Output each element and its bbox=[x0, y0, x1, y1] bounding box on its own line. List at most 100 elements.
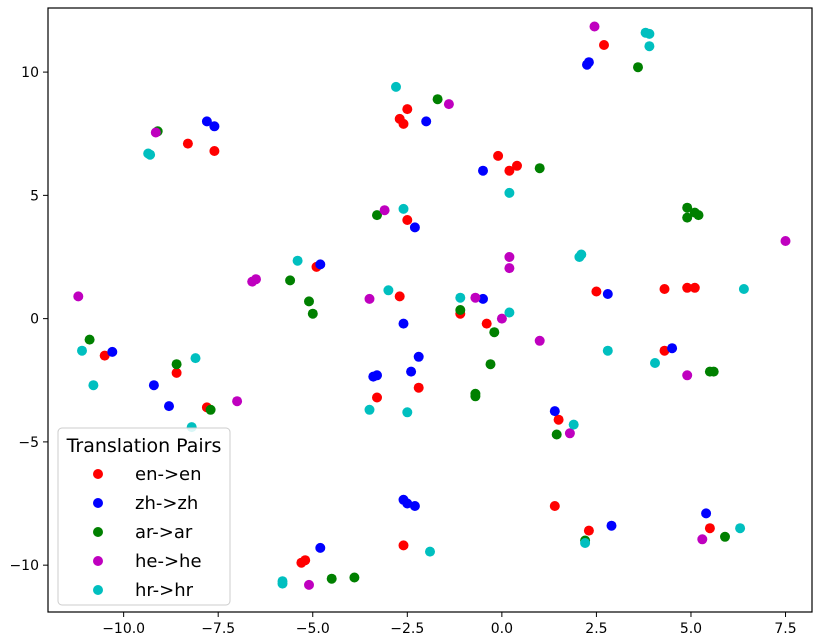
data-point bbox=[315, 259, 326, 270]
data-point bbox=[708, 366, 719, 377]
x-tick-label: −7.5 bbox=[201, 621, 235, 637]
data-point bbox=[413, 382, 424, 393]
data-point bbox=[549, 406, 560, 417]
data-point bbox=[73, 291, 84, 302]
data-point bbox=[606, 520, 617, 531]
data-point bbox=[99, 350, 110, 361]
series-3 bbox=[73, 21, 791, 590]
data-point bbox=[602, 289, 613, 299]
data-point bbox=[145, 149, 156, 160]
data-point bbox=[551, 429, 562, 440]
x-tick-label: 2.5 bbox=[585, 621, 607, 637]
data-point bbox=[425, 546, 435, 557]
data-point bbox=[402, 498, 413, 509]
data-point bbox=[720, 531, 730, 542]
data-point bbox=[251, 274, 261, 285]
data-point bbox=[402, 407, 413, 418]
data-point bbox=[580, 538, 591, 548]
data-point bbox=[512, 160, 522, 171]
legend-label: en->en bbox=[135, 464, 202, 485]
data-point bbox=[398, 318, 409, 329]
data-point bbox=[398, 540, 409, 551]
data-point bbox=[443, 99, 454, 110]
data-point bbox=[107, 346, 118, 357]
data-point bbox=[504, 187, 515, 198]
x-tick-label: −10.0 bbox=[102, 621, 145, 637]
series-2 bbox=[84, 62, 730, 584]
data-point bbox=[84, 334, 95, 345]
data-point bbox=[534, 335, 545, 346]
data-point bbox=[689, 282, 700, 293]
data-point bbox=[693, 210, 704, 221]
data-point bbox=[398, 203, 409, 214]
data-point bbox=[564, 428, 575, 439]
data-point bbox=[504, 252, 515, 262]
legend-label: hr->hr bbox=[135, 580, 194, 601]
x-tick-label: −2.5 bbox=[390, 621, 424, 637]
data-point bbox=[549, 501, 560, 511]
data-point bbox=[534, 163, 545, 174]
y-tick-label: −5 bbox=[18, 435, 39, 451]
y-tick-label: 5 bbox=[30, 188, 39, 204]
data-point bbox=[682, 212, 693, 223]
data-point bbox=[409, 501, 420, 511]
y-tick-label: −10 bbox=[9, 558, 39, 574]
data-point bbox=[582, 59, 592, 70]
data-point bbox=[602, 345, 613, 356]
data-point bbox=[455, 292, 466, 303]
y-axis: −10 −5 0 5 10 bbox=[9, 65, 48, 574]
data-point bbox=[470, 391, 481, 402]
data-point bbox=[682, 202, 693, 213]
data-point bbox=[640, 27, 651, 38]
data-point bbox=[326, 573, 337, 584]
data-point bbox=[232, 396, 243, 407]
data-point bbox=[391, 81, 401, 92]
data-point bbox=[470, 292, 481, 303]
legend-label: ar->ar bbox=[135, 522, 193, 543]
data-point bbox=[304, 579, 314, 590]
data-point bbox=[402, 104, 413, 115]
data-point bbox=[682, 370, 693, 381]
data-point bbox=[553, 414, 564, 425]
data-point bbox=[704, 523, 715, 534]
data-point bbox=[682, 282, 693, 293]
x-axis: −10.0 −7.5 −5.0 −2.5 0.0 2.5 5.0 7.5 bbox=[102, 612, 797, 637]
legend-title: Translation Pairs bbox=[66, 435, 222, 457]
data-point bbox=[493, 150, 504, 161]
data-point bbox=[633, 62, 643, 73]
data-point bbox=[148, 380, 159, 391]
data-point bbox=[383, 285, 394, 296]
data-point bbox=[164, 401, 174, 412]
y-tick-label: 0 bbox=[30, 312, 39, 328]
x-tick-label: 7.5 bbox=[774, 621, 796, 637]
data-point bbox=[150, 127, 161, 138]
data-point bbox=[349, 572, 360, 583]
data-point bbox=[372, 370, 382, 381]
data-point bbox=[364, 404, 375, 415]
data-point bbox=[599, 40, 609, 50]
data-point bbox=[379, 205, 390, 216]
data-point bbox=[77, 345, 87, 356]
legend-marker bbox=[93, 556, 103, 566]
legend-marker bbox=[93, 498, 103, 508]
data-point bbox=[659, 345, 670, 356]
data-point bbox=[402, 215, 413, 225]
legend-marker bbox=[93, 527, 103, 537]
data-point bbox=[171, 359, 182, 370]
data-point bbox=[285, 275, 296, 286]
data-point bbox=[364, 293, 375, 304]
data-point bbox=[568, 419, 579, 430]
data-point bbox=[659, 284, 670, 294]
data-point bbox=[406, 366, 417, 377]
data-point bbox=[455, 305, 466, 315]
data-point bbox=[205, 404, 216, 415]
data-point bbox=[315, 542, 326, 553]
legend: Translation Pairs en->en zh->zh ar->ar he->h… bbox=[57, 427, 231, 606]
data-point bbox=[735, 523, 746, 534]
data-point bbox=[394, 291, 405, 302]
legend-marker bbox=[93, 585, 103, 595]
series-4 bbox=[77, 27, 749, 589]
data-point bbox=[201, 116, 212, 127]
data-point bbox=[496, 313, 507, 324]
